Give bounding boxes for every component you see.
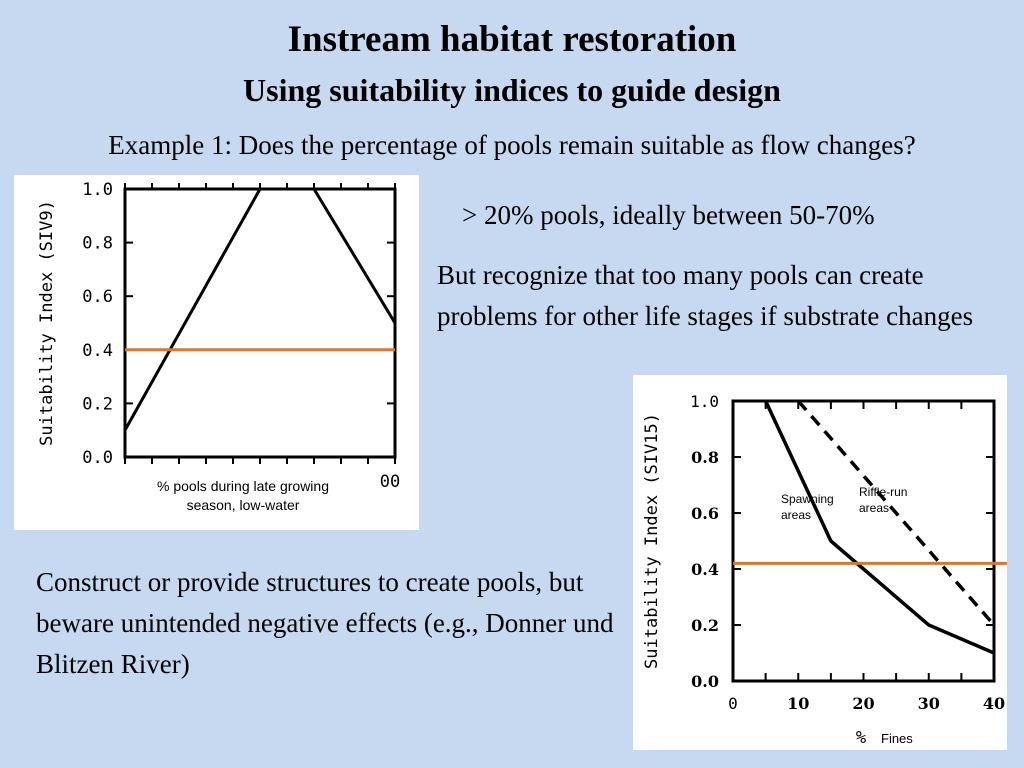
y-tick-label: 0.2: [691, 616, 719, 635]
y-tick-label: 1.0: [690, 392, 719, 411]
x-tick-label: 0: [728, 694, 738, 713]
chart-pools-suitability: 0.0 0.2 0.4 0.6 0.8 1.0 00 Suitability Index (S…: [14, 175, 419, 530]
y-tick-label: 0.4: [82, 341, 113, 361]
x-tick-label: 00: [380, 472, 400, 492]
chart-fines-suitability: 0.0 0.2 0.4 0.6 0.8 1.0 0 10 20 30 40 Suitability I…: [633, 375, 1007, 750]
slide-title: Instream habitat restoration: [287, 19, 737, 60]
pool-threshold-text: > 20% pools, ideally between 50-70%: [462, 200, 875, 230]
x-tick-label: 40: [983, 694, 1005, 713]
plot-frame: [123, 187, 397, 459]
x-tick-label: 20: [852, 694, 874, 713]
y-tick-label: 0.6: [691, 504, 719, 523]
example-question: Example 1: Does the percentage of pools …: [108, 130, 916, 160]
y-axis-label: Suitability Index (SIV15): [642, 413, 662, 669]
y-tick-label: 0.4: [691, 560, 719, 579]
chart-svg-2: 0.0 0.2 0.4 0.6 0.8 1.0 0 10 20 30 40 Suitability I…: [642, 392, 1007, 748]
series-line-pools: [123, 187, 397, 431]
y-tick-label: 0.0: [691, 672, 719, 691]
slide-subtitle: Using suitability indices to guide desig…: [243, 72, 781, 108]
y-tick-label: 0.2: [82, 394, 113, 414]
y-axis-label: Suitability Index (SIV9): [37, 200, 57, 446]
chart-svg-1: 0.0 0.2 0.4 0.6 0.8 1.0 00 Suitability Index (S…: [37, 180, 400, 513]
y-tick-label: 0.8: [82, 234, 113, 254]
construct-pools-text: Construct or provide structures to creat…: [36, 567, 614, 679]
plot-frame: [731, 399, 996, 683]
series-line-riffle-run: [796, 399, 996, 627]
x-axis-label: Fines: [881, 731, 913, 746]
x-axis-unit-label: %: [856, 728, 866, 748]
y-tick-label: 0.8: [691, 448, 719, 467]
x-tick-label: 10: [787, 694, 809, 713]
x-tick-label: 30: [918, 694, 940, 713]
y-tick-label: 0.6: [82, 287, 113, 307]
too-many-pools-text: But recognize that too many pools can cr…: [437, 260, 974, 331]
y-tick-label: 1.0: [82, 180, 113, 200]
series-line-spawning: [764, 400, 995, 655]
series-label-spawning: Spawning areas: [781, 492, 834, 522]
series-label-riffle-run: Riffle-run areas: [859, 485, 907, 515]
x-axis-label: % pools during late growing season, low-w…: [157, 478, 329, 513]
y-tick-label: 0.0: [82, 448, 113, 468]
